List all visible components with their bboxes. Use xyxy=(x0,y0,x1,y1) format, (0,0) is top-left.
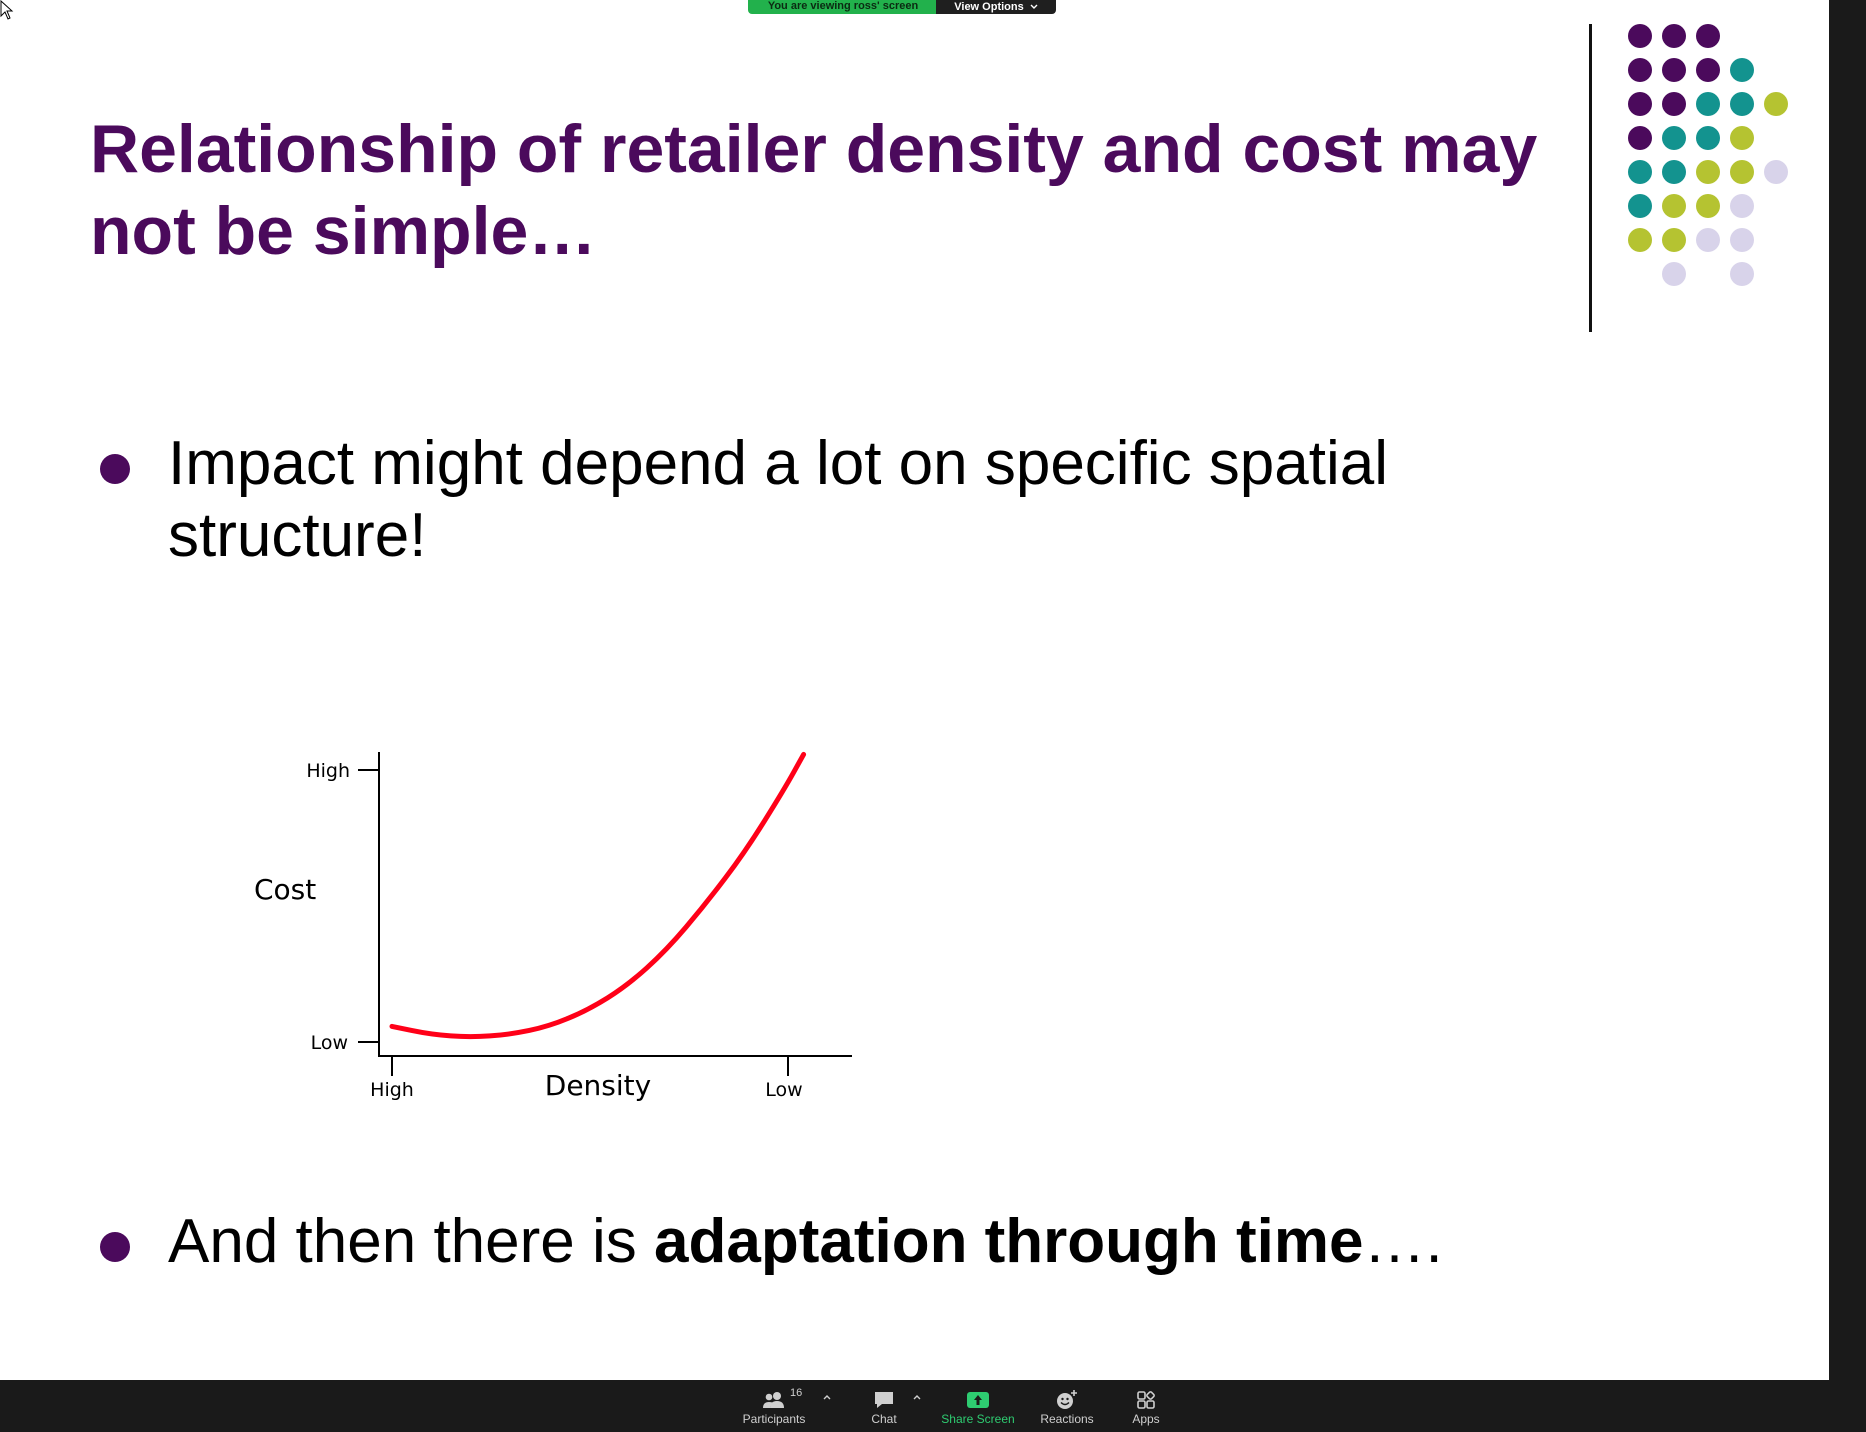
x-axis-label: Density xyxy=(545,1069,651,1102)
decorative-dot xyxy=(1764,92,1788,116)
bullet2-plain: And then there is xyxy=(168,1207,654,1276)
chevron-down-icon xyxy=(1030,4,1038,9)
slide-title-line2: not be simple… xyxy=(90,193,597,269)
reactions-label: Reactions xyxy=(1040,1412,1094,1426)
decorative-dot xyxy=(1628,160,1652,184)
apps-label: Apps xyxy=(1132,1412,1160,1426)
decorative-dot xyxy=(1628,58,1652,82)
share-screen-icon xyxy=(967,1392,989,1408)
decorative-dot xyxy=(1662,160,1686,184)
share-banner: You are viewing ross' screen View Option… xyxy=(748,0,1056,15)
chat-label: Chat xyxy=(871,1412,897,1426)
cost-density-chart: Cost Density High Low High Low xyxy=(254,751,852,1102)
apps-icon xyxy=(1137,1391,1155,1409)
share-screen-label: Share Screen xyxy=(941,1412,1015,1426)
x-tick-label-high: High xyxy=(370,1079,414,1101)
decorative-dot xyxy=(1662,24,1686,48)
chevron-up-icon xyxy=(913,1395,921,1400)
decorative-dot xyxy=(1696,126,1720,150)
view-options-label: View Options xyxy=(954,1,1024,13)
bullet1-line1: Impact might depend a lot on specific sp… xyxy=(168,429,1389,498)
decorative-dot xyxy=(1730,228,1754,252)
viewing-status-label: You are viewing ross' screen xyxy=(748,0,936,14)
y-axis-label: Cost xyxy=(254,873,316,906)
participants-icon xyxy=(763,1392,784,1408)
meeting-toolbar: Participants Chat Share Screen Reac xyxy=(0,1380,1866,1432)
bullet1-line2: structure! xyxy=(168,501,427,570)
decorative-dot xyxy=(1662,262,1686,286)
slide-title: Relationship of retailer density and cos… xyxy=(90,108,1590,272)
y-tick-label-low: Low xyxy=(311,1032,348,1054)
chat-icon xyxy=(875,1392,893,1408)
bullet2-tail: …. xyxy=(1363,1207,1443,1276)
decorative-dot xyxy=(1730,126,1754,150)
bullet2-bold: adaptation through time xyxy=(653,1207,1364,1276)
decorative-dot xyxy=(1628,92,1652,116)
reactions-icon xyxy=(1057,1390,1077,1409)
decorative-dot xyxy=(1662,58,1686,82)
decorative-dot xyxy=(1696,160,1720,184)
decorative-dot xyxy=(1628,194,1652,218)
title-divider xyxy=(1589,24,1592,332)
decorative-dot xyxy=(1730,262,1754,286)
view-options-button[interactable]: View Options xyxy=(936,0,1056,14)
x-tick-label-low: Low xyxy=(765,1079,802,1101)
shared-slide: You are viewing ross' screen View Option… xyxy=(0,0,1788,1278)
decorative-dot xyxy=(1628,126,1652,150)
cost-curve xyxy=(389,751,807,1040)
decorative-dot xyxy=(1628,228,1652,252)
decorative-dot xyxy=(1730,58,1754,82)
decorative-dot xyxy=(1696,92,1720,116)
participants-button[interactable]: Participants xyxy=(738,1380,810,1432)
y-tick-label-high: High xyxy=(306,760,350,782)
decorative-dot xyxy=(1662,228,1686,252)
chat-button[interactable]: Chat xyxy=(852,1380,916,1432)
bullet-text-adaptation: And then there is adaptation through tim… xyxy=(168,1206,1443,1278)
bullet-text-spatial: Impact might depend a lot on specific sp… xyxy=(168,428,1388,572)
decorative-dot xyxy=(1662,126,1686,150)
chat-caret-button[interactable] xyxy=(912,1390,922,1404)
decorative-dot xyxy=(1696,24,1720,48)
decorative-dot xyxy=(1764,160,1788,184)
decorative-dot xyxy=(1730,92,1754,116)
chevron-up-icon xyxy=(823,1395,831,1400)
share-screen-button[interactable]: Share Screen xyxy=(938,1380,1018,1432)
participants-count: 16 xyxy=(790,1387,803,1399)
decorative-dot xyxy=(1628,24,1652,48)
decorative-dot xyxy=(1730,160,1754,184)
bullet-marker xyxy=(100,1232,130,1262)
participants-caret-button[interactable] xyxy=(822,1390,832,1404)
reactions-button[interactable]: Reactions xyxy=(1032,1380,1102,1432)
decorative-dot-grid xyxy=(1628,24,1788,286)
decorative-dot xyxy=(1696,194,1720,218)
decorative-dot xyxy=(1696,228,1720,252)
decorative-dot xyxy=(1662,194,1686,218)
decorative-dot xyxy=(1662,92,1686,116)
decorative-dot xyxy=(1730,194,1754,218)
participants-label: Participants xyxy=(742,1412,806,1426)
slide-title-line1: Relationship of retailer density and cos… xyxy=(90,111,1538,187)
mouse-cursor-icon xyxy=(0,0,14,20)
bullet-marker xyxy=(100,454,130,484)
apps-button[interactable]: Apps xyxy=(1122,1380,1170,1432)
decorative-dot xyxy=(1696,58,1720,82)
window-edge xyxy=(1829,0,1866,1380)
